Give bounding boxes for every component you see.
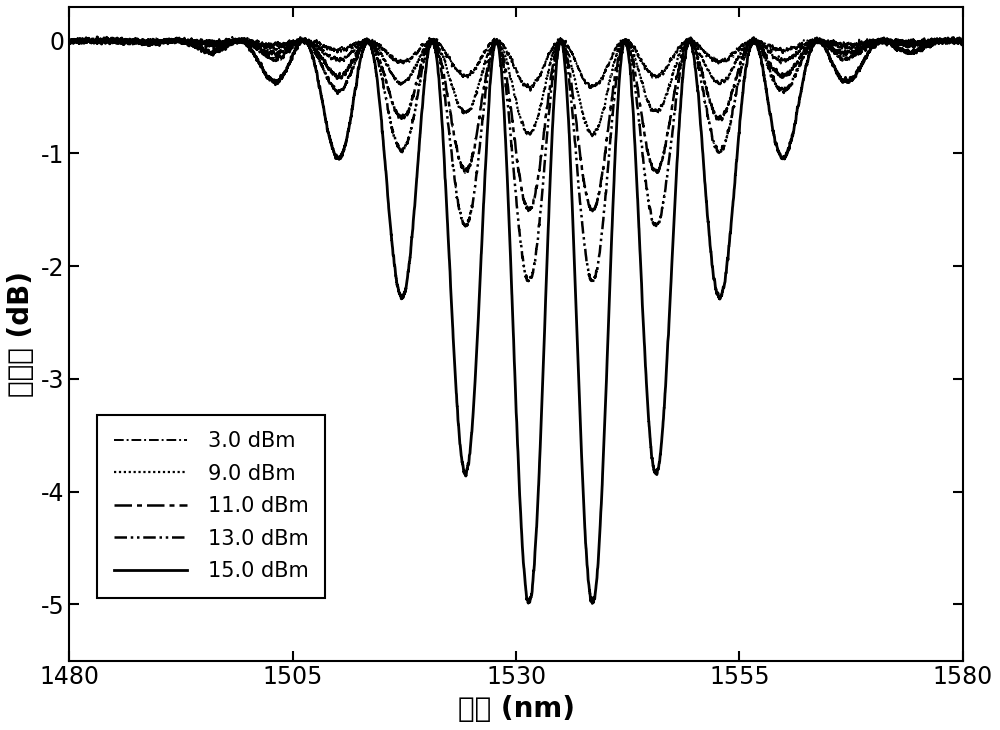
3.0 dBm xyxy=(726,48,738,57)
11.0 dBm xyxy=(108,36,120,45)
Line: 15.0 dBm: 15.0 dBm xyxy=(69,37,963,604)
9.0 dBm xyxy=(108,36,120,45)
15.0 dBm xyxy=(387,247,399,256)
9.0 dBm xyxy=(586,132,598,141)
11.0 dBm xyxy=(592,191,604,199)
11.0 dBm xyxy=(587,207,599,215)
13.0 dBm xyxy=(102,33,114,42)
13.0 dBm xyxy=(592,258,604,267)
15.0 dBm xyxy=(586,599,598,608)
11.0 dBm xyxy=(387,100,399,109)
11.0 dBm xyxy=(957,39,969,48)
15.0 dBm xyxy=(592,557,604,566)
3.0 dBm xyxy=(957,38,969,47)
Legend: 3.0 dBm, 9.0 dBm, 11.0 dBm, 13.0 dBm, 15.0 dBm: 3.0 dBm, 9.0 dBm, 11.0 dBm, 13.0 dBm, 15… xyxy=(97,415,325,598)
11.0 dBm xyxy=(63,39,75,48)
13.0 dBm xyxy=(774,85,786,94)
Line: 9.0 dBm: 9.0 dBm xyxy=(69,38,963,137)
15.0 dBm xyxy=(774,150,786,158)
Line: 11.0 dBm: 11.0 dBm xyxy=(69,36,963,211)
15.0 dBm xyxy=(101,33,113,42)
9.0 dBm xyxy=(387,69,399,77)
13.0 dBm xyxy=(387,128,399,137)
3.0 dBm xyxy=(592,77,604,85)
9.0 dBm xyxy=(726,66,738,75)
3.0 dBm xyxy=(108,36,120,45)
9.0 dBm xyxy=(97,34,109,42)
13.0 dBm xyxy=(631,101,643,110)
3.0 dBm xyxy=(524,86,536,95)
9.0 dBm xyxy=(631,60,643,69)
9.0 dBm xyxy=(592,121,604,130)
13.0 dBm xyxy=(63,34,75,43)
13.0 dBm xyxy=(957,36,969,45)
15.0 dBm xyxy=(63,37,75,46)
15.0 dBm xyxy=(631,188,643,197)
15.0 dBm xyxy=(957,41,969,50)
15.0 dBm xyxy=(726,210,738,219)
Y-axis label: 透过率 (dB): 透过率 (dB) xyxy=(7,271,35,397)
3.0 dBm xyxy=(63,35,75,44)
3.0 dBm xyxy=(226,33,238,42)
11.0 dBm xyxy=(631,82,643,91)
9.0 dBm xyxy=(774,56,786,65)
9.0 dBm xyxy=(957,39,969,47)
13.0 dBm xyxy=(726,111,738,120)
X-axis label: 波长 (nm): 波长 (nm) xyxy=(458,695,575,723)
15.0 dBm xyxy=(108,36,120,45)
11.0 dBm xyxy=(774,71,786,80)
11.0 dBm xyxy=(91,32,103,41)
3.0 dBm xyxy=(387,53,399,62)
Line: 13.0 dBm: 13.0 dBm xyxy=(69,37,963,283)
13.0 dBm xyxy=(587,278,599,287)
11.0 dBm xyxy=(726,88,738,96)
9.0 dBm xyxy=(63,35,75,44)
3.0 dBm xyxy=(774,44,786,53)
Line: 3.0 dBm: 3.0 dBm xyxy=(69,37,963,91)
13.0 dBm xyxy=(108,37,120,46)
3.0 dBm xyxy=(631,47,643,56)
